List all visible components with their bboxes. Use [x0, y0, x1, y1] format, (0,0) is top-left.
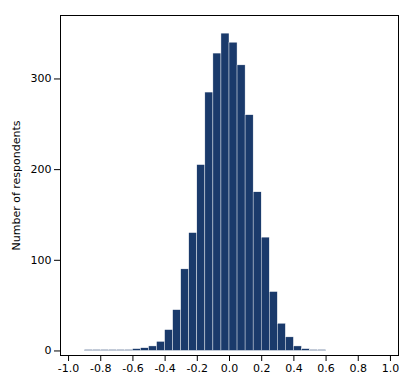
svg-text:100: 100: [31, 254, 52, 267]
svg-text:0.2: 0.2: [253, 362, 271, 375]
svg-text:-0.4: -0.4: [154, 362, 175, 375]
svg-text:0.8: 0.8: [350, 362, 368, 375]
svg-text:-0.8: -0.8: [90, 362, 111, 375]
svg-text:0.6: 0.6: [317, 362, 335, 375]
svg-text:0.4: 0.4: [285, 362, 303, 375]
svg-text:0: 0: [45, 344, 52, 357]
svg-text:1.0: 1.0: [382, 362, 400, 375]
svg-text:300: 300: [31, 72, 52, 85]
svg-text:-1.0: -1.0: [58, 362, 79, 375]
svg-text:-0.6: -0.6: [122, 362, 143, 375]
svg-text:-0.2: -0.2: [187, 362, 208, 375]
svg-text:Number of respondents: Number of respondents: [10, 120, 23, 250]
svg-text:0.0: 0.0: [221, 362, 239, 375]
svg-text:200: 200: [31, 163, 52, 176]
